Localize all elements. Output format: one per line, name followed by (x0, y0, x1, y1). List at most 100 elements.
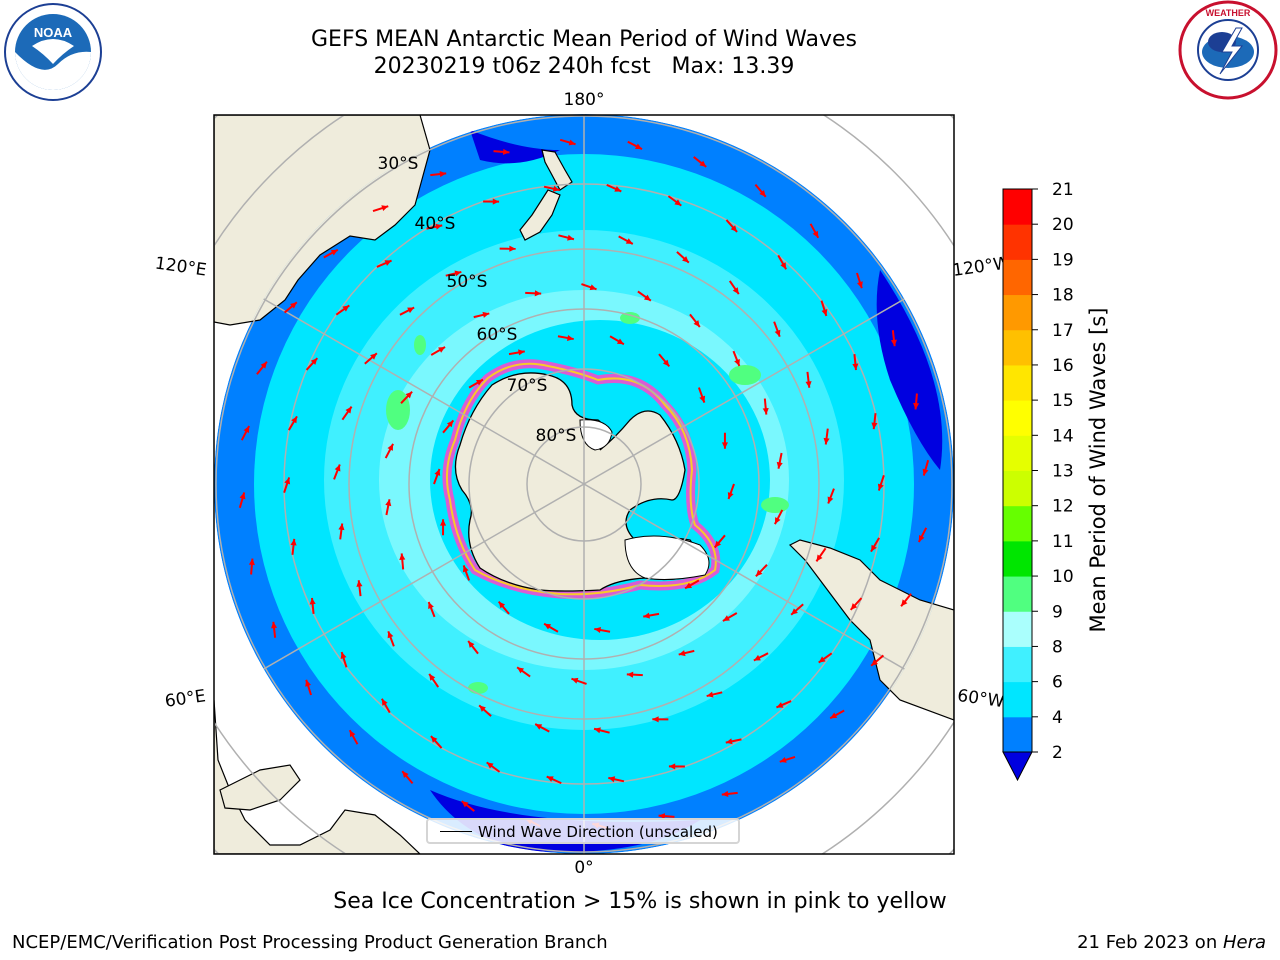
wind-wave-arrow-head (755, 569, 763, 577)
wind-wave-arrow-head (850, 603, 858, 610)
wind-wave-arrow-head (730, 225, 738, 232)
lat-label-80s: 80°S (536, 426, 577, 446)
legend-line-sample (440, 831, 472, 832)
wind-wave-arrow-head (714, 540, 722, 548)
wind-wave-arrow-head (271, 621, 278, 629)
wind-wave-arrow-head (721, 442, 728, 449)
lat-label-40s: 40°S (415, 214, 456, 234)
lat-label-50s: 50°S (447, 272, 488, 292)
colorbar-tick-label: 14 (1052, 426, 1074, 446)
colorbar-tick-label: 12 (1052, 497, 1074, 517)
wave-period-low-patch-east (876, 270, 943, 470)
wind-wave-arrow-head (430, 736, 438, 743)
wind-wave-arrow-head (566, 334, 574, 341)
wind-wave-arrow-head (544, 623, 552, 630)
madagascar-landmass (219, 764, 301, 811)
wind-wave-arrow-head (479, 705, 486, 712)
wind-wave-arrow-head (534, 290, 542, 297)
wave-period-high-patch-5 (468, 682, 488, 694)
new-zealand-south-island (519, 189, 561, 241)
wind-wave-arrow-head (518, 349, 525, 356)
colorbar-tick-label: 19 (1052, 250, 1074, 270)
colorbar-tick-label: 10 (1052, 567, 1074, 587)
sea-ice-inner-edge (445, 362, 717, 596)
wind-wave-arrow-head (468, 641, 475, 648)
wind-wave-arrow-head (349, 730, 356, 738)
wind-wave-arrow-head (805, 381, 812, 388)
colorbar-extend-min (1002, 751, 1033, 782)
wave-period-high-patch-2 (729, 365, 761, 385)
wind-wave-arrow-head (732, 287, 739, 295)
wind-wave-arrow-head (856, 281, 863, 289)
colorbar-segment (1003, 259, 1032, 296)
wind-wave-arrow-head (356, 580, 363, 587)
wind-wave-arrow-head (567, 234, 574, 241)
wind-wave-arrow-head (706, 691, 714, 698)
lon-label-120w: 120°W (951, 253, 1011, 281)
colorbar-segment (1003, 716, 1032, 753)
wind-wave-arrow-head (643, 294, 651, 301)
wind-wave-arrow-head (498, 601, 506, 609)
wind-wave-arrow-head (248, 558, 255, 566)
wind-wave-arrow-head (486, 762, 494, 769)
wind-wave-arrow-head (260, 361, 267, 369)
wind-wave-arrow-head (652, 716, 659, 723)
wind-wave-arrow-head (877, 483, 884, 491)
wind-wave-arrow-head (446, 420, 454, 428)
wind-wave-arrow-head (682, 256, 689, 263)
colorbar-tick-label: 15 (1052, 391, 1074, 411)
wind-wave-arrow-head (502, 148, 510, 155)
wind-wave-arrow-head (780, 262, 787, 270)
wind-wave-arrow-head (685, 582, 693, 589)
wind-wave-arrow-head (871, 659, 878, 666)
wind-wave-arrow-head (438, 347, 446, 353)
wave-period-high-patch-4 (620, 312, 640, 324)
wind-wave-arrow-head (290, 302, 297, 309)
wave-period-high-patch-1 (386, 390, 410, 430)
wind-wave-arrow-head (699, 395, 706, 403)
wind-wave-arrow-head (381, 205, 389, 212)
wind-wave-arrow-head (405, 391, 413, 399)
wind-wave-arrow-head (475, 379, 483, 386)
wind-wave-arrow-head (552, 185, 560, 192)
ice-shelf-weddell (624, 535, 710, 580)
wind-wave-arrow-head (762, 407, 769, 415)
wind-wave-arrow-head (776, 461, 783, 469)
wind-wave-arrow-head (399, 553, 406, 561)
wind-wave-arrow-head (774, 517, 781, 525)
lon-label-0: 0° (574, 858, 593, 878)
colorbar-segment (1003, 681, 1032, 718)
wind-wave-arrow-head (290, 538, 297, 546)
wind-wave-arrow-head (340, 652, 347, 659)
wave-period-high-patch-6 (414, 335, 426, 355)
colorbar-tick-label: 20 (1052, 215, 1074, 235)
wind-wave-arrow-head (429, 673, 436, 681)
wind-wave-arrow-head (284, 477, 291, 485)
south-america-inside (788, 400, 954, 721)
wind-wave-arrow-head (901, 599, 908, 607)
colorbar-tick-label: 18 (1052, 286, 1074, 306)
wind-wave-arrow-head (243, 425, 250, 433)
wind-wave-arrow-head (852, 363, 859, 371)
colorbar-segment (1003, 646, 1032, 683)
wind-wave-arrow-head (385, 499, 392, 507)
wind-wave-arrow-head (402, 771, 409, 778)
meridian-120e (214, 267, 585, 485)
colorbar-tick-label: 16 (1052, 356, 1074, 376)
noaa-logo: NOAA (4, 3, 102, 101)
wind-wave-arrow-head (435, 223, 443, 230)
meridian-60w (583, 483, 954, 701)
lat-label-70s: 70°S (507, 376, 548, 396)
colorbar-tick-label: 17 (1052, 321, 1074, 341)
wind-wave-arrow-head (509, 245, 516, 252)
wind-wave-arrow-head (662, 359, 670, 367)
wind-wave-arrow-head (635, 143, 643, 150)
lon-label-180: 180° (564, 90, 605, 110)
wind-wave-arrow-head (571, 677, 579, 684)
wind-wave-arrow-head (428, 602, 434, 609)
wind-wave-arrow-head (454, 270, 462, 277)
graticule (214, 114, 954, 854)
credit-date-text: 21 Feb 2023 on (1077, 932, 1223, 953)
wind-wave-arrow-head (305, 679, 312, 687)
